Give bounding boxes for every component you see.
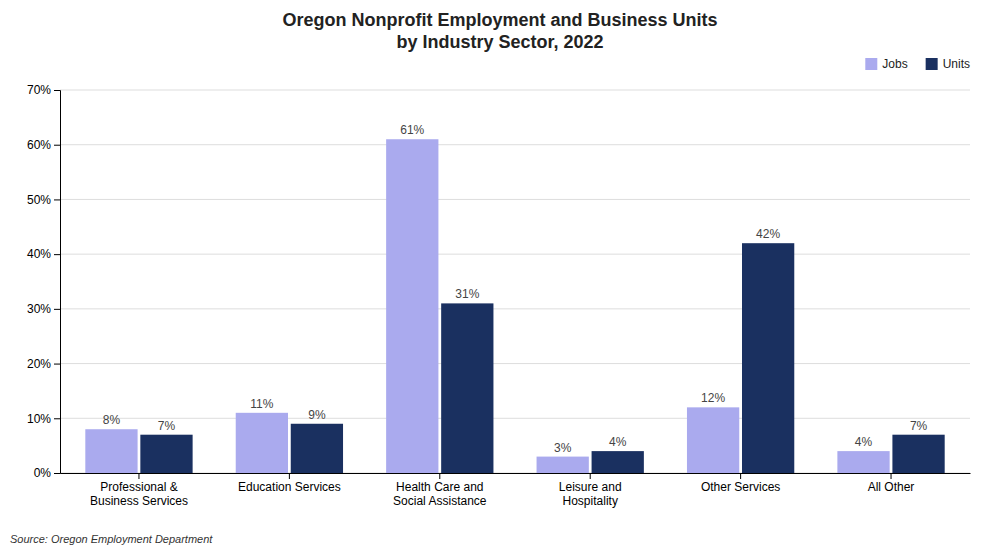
bar bbox=[236, 413, 288, 473]
legend-swatch bbox=[926, 58, 938, 70]
grid-line bbox=[60, 144, 970, 145]
y-tick: 70% bbox=[27, 83, 60, 97]
x-tick: Health Care andSocial Assistance bbox=[393, 473, 487, 508]
bar bbox=[441, 303, 493, 473]
y-axis: 0% 10% 20% 30% 40% 50% 60% 70% bbox=[27, 83, 61, 480]
legend-item: Units bbox=[926, 57, 970, 71]
y-tick-label: 70% bbox=[27, 83, 51, 97]
bars bbox=[85, 139, 944, 473]
data-label: 61% bbox=[400, 123, 424, 137]
legend: Jobs Units bbox=[865, 57, 970, 71]
y-tick: 40% bbox=[27, 247, 60, 261]
y-tick-label: 0% bbox=[34, 466, 52, 480]
y-tick-mark bbox=[54, 309, 60, 310]
x-tick-label: Education Services bbox=[238, 480, 341, 494]
data-label: 11% bbox=[250, 397, 273, 411]
x-tick-mark bbox=[439, 473, 440, 479]
y-tick-mark bbox=[54, 199, 60, 200]
bar-series bbox=[85, 139, 889, 473]
data-label: 8% bbox=[103, 413, 121, 427]
x-tick-mark bbox=[289, 473, 290, 479]
data-label: 4% bbox=[609, 435, 627, 449]
grid-line bbox=[60, 363, 970, 364]
y-tick: 10% bbox=[27, 412, 60, 426]
y-tick-label: 60% bbox=[27, 138, 51, 152]
x-tick-label: Leisure andHospitality bbox=[559, 480, 622, 508]
y-tick: 20% bbox=[27, 357, 60, 371]
y-tick: 50% bbox=[27, 193, 60, 207]
legend-swatch bbox=[865, 58, 877, 70]
legend-label: Jobs bbox=[882, 57, 907, 71]
y-axis-line bbox=[54, 91, 61, 474]
legend-item: Jobs bbox=[865, 57, 907, 71]
data-label: 31% bbox=[455, 287, 479, 301]
title: Oregon Nonprofit Employment and Business… bbox=[282, 10, 717, 52]
y-tick-label: 50% bbox=[27, 193, 51, 207]
bar bbox=[291, 424, 343, 473]
y-tick-label: 30% bbox=[27, 302, 51, 316]
y-tick-mark bbox=[54, 473, 60, 474]
bar bbox=[140, 435, 192, 473]
bar bbox=[537, 457, 589, 473]
x-tick: Leisure andHospitality bbox=[559, 473, 622, 508]
y-tick-mark bbox=[54, 254, 60, 255]
bar bbox=[837, 451, 889, 473]
data-label: 4% bbox=[855, 435, 873, 449]
bar bbox=[386, 139, 438, 473]
data-labels: 8% 11% 61% 3% 12% 4% 7% 9% 31% 4% 42% 7% bbox=[103, 123, 928, 454]
y-tick-mark bbox=[54, 90, 60, 91]
bar bbox=[742, 243, 794, 473]
legend-label: Units bbox=[943, 57, 970, 71]
x-tick: Other Services bbox=[701, 473, 780, 494]
grid-line bbox=[60, 473, 970, 474]
data-label: 42% bbox=[756, 227, 780, 241]
chart: Oregon Nonprofit Employment and Business… bbox=[0, 0, 1000, 551]
bar bbox=[892, 435, 944, 473]
plot: 0% 10% 20% 30% 40% 50% 60% 70% Professional &Bus… bbox=[27, 83, 971, 508]
data-label: 12% bbox=[701, 391, 725, 405]
x-tick: Professional &Business Services bbox=[90, 473, 188, 508]
bar bbox=[592, 451, 644, 473]
x-tick-label: Professional &Business Services bbox=[90, 480, 188, 508]
y-tick-mark bbox=[54, 364, 60, 365]
x-tick-mark bbox=[138, 473, 139, 479]
y-tick-label: 20% bbox=[27, 357, 51, 371]
data-label: 7% bbox=[158, 419, 176, 433]
y-tick-label: 40% bbox=[27, 247, 51, 261]
y-tick: 0% bbox=[34, 466, 60, 480]
y-tick-label: 10% bbox=[27, 412, 51, 426]
x-tick: All Other bbox=[868, 473, 915, 494]
x-tick-label: Health Care andSocial Assistance bbox=[393, 480, 487, 508]
bar bbox=[85, 429, 137, 473]
data-label: 9% bbox=[308, 408, 326, 422]
y-tick: 60% bbox=[27, 138, 60, 152]
bar bbox=[687, 407, 739, 473]
grid-line bbox=[60, 199, 970, 200]
x-tick-mark bbox=[590, 473, 591, 479]
x-tick-mark bbox=[740, 473, 741, 479]
data-label: 7% bbox=[910, 419, 928, 433]
x-tick-label: Other Services bbox=[701, 480, 780, 494]
x-tick: Education Services bbox=[238, 473, 341, 494]
x-tick-mark bbox=[891, 473, 892, 479]
bar-series bbox=[140, 243, 944, 473]
y-tick: 30% bbox=[27, 302, 60, 316]
grid-line bbox=[60, 308, 970, 309]
y-tick-mark bbox=[54, 418, 60, 419]
grid-line bbox=[60, 90, 970, 91]
y-tick-mark bbox=[54, 145, 60, 146]
x-tick-label: All Other bbox=[868, 480, 915, 494]
x-axis: Professional &Business Services Education… bbox=[61, 473, 971, 508]
source-note: Source: Oregon Employment Department bbox=[10, 533, 213, 545]
grid-line bbox=[60, 418, 970, 419]
grid-line bbox=[60, 254, 970, 255]
x-axis-line bbox=[61, 473, 971, 474]
data-label: 3% bbox=[554, 441, 572, 455]
grid bbox=[60, 90, 970, 473]
